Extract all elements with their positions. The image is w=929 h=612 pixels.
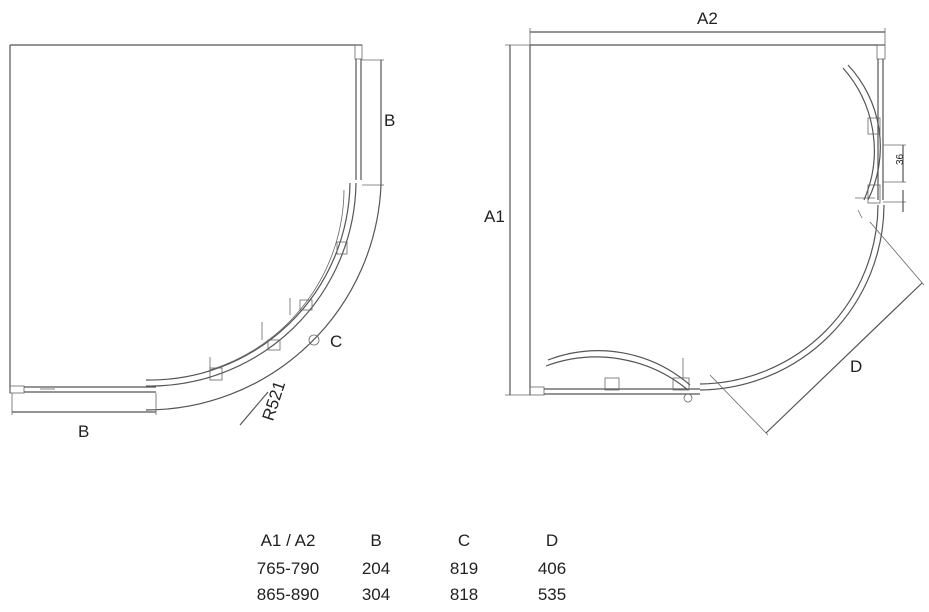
label-radius: R521 [259,379,290,424]
label-a2: A2 [697,9,718,28]
label-b-side: B [384,111,395,130]
label-c: C [330,332,342,351]
label-a1: A1 [484,207,505,226]
label-36: 36 [895,153,906,165]
label-b-bottom: B [78,422,89,441]
table-header-row: A1 / A2 B C D [244,526,596,556]
left-plan-view: B B C R521 [9,44,395,441]
label-d: D [850,357,862,376]
table-row: 865-890 304 818 535 [244,582,596,608]
right-plan-view: A2 A1 36 D [484,9,925,436]
table-cell: 204 [361,559,391,578]
dimension-spec-table: A1 / A2 B C D 765-790 204 819 406 865-89… [244,526,596,608]
table-cell: 819 [449,559,479,578]
table-cell: 865-890 [256,585,320,604]
table-cell: 304 [361,585,391,604]
table-cell: 406 [537,559,567,578]
column-header: C [457,531,471,550]
table-cell: 535 [537,585,567,604]
table-row: 765-790 204 819 406 [244,556,596,582]
column-header: A1 / A2 [260,531,316,550]
table-cell: 818 [449,585,479,604]
column-header: D [545,531,559,550]
column-header: B [370,531,382,550]
table-cell: 765-790 [256,559,320,578]
